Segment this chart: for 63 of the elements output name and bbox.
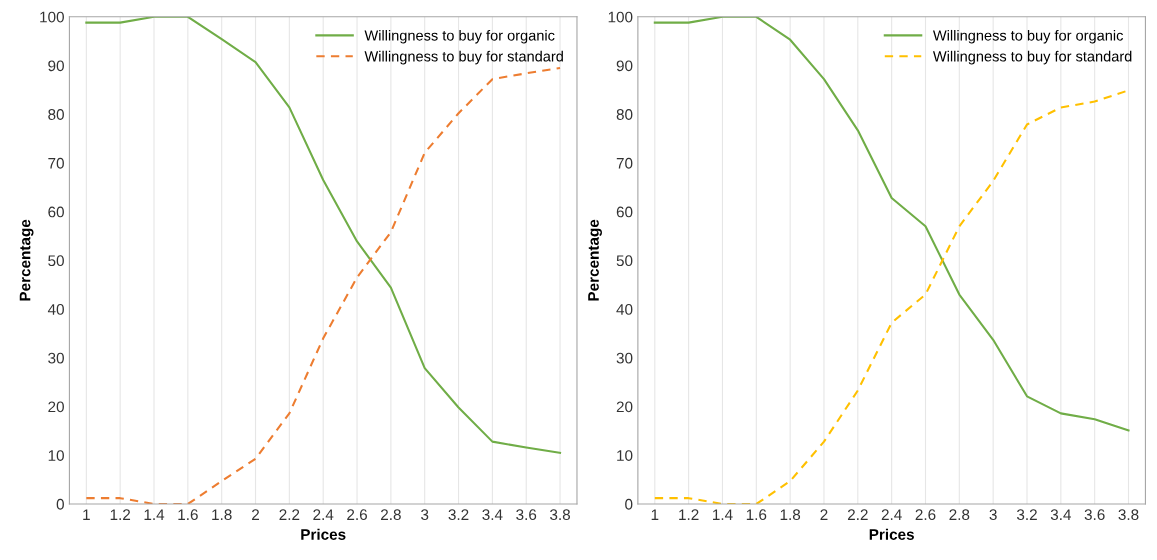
x-tick-label: 2 [252,509,259,520]
y-tick-label: 10 [48,450,64,461]
y-tick-label: 0 [56,498,64,510]
x-tick-label: 1.4 [144,509,165,520]
x-tick-label: 1.6 [178,509,198,521]
y-tick-label: 30 [48,352,64,364]
y-tick-label: 100 [608,11,633,23]
x-tick-label: 2.6 [347,509,367,521]
x-tick-label: 1.8 [780,509,801,521]
legend-label: Willingness to buy for organic [932,29,1124,44]
legend-label: Willingness to buy for organic [364,29,555,44]
x-tick-label: 2 [820,509,828,520]
x-tick-label: 1 [651,509,659,520]
y-tick-label: 0 [625,498,633,510]
y-tick-label: 80 [48,109,64,120]
x-tick-label: 2.6 [915,509,936,521]
y-tick-label: 70 [616,157,633,169]
x-tick-label: 2.8 [949,509,970,521]
x-tick-label: 2.2 [847,509,868,520]
y-tick-label: 90 [48,60,64,72]
y-tick-label: 80 [616,109,633,120]
x-tick-label: 3.6 [516,509,537,521]
x-tick-label: 2.4 [881,509,902,520]
y-tick-label: 40 [616,303,633,315]
line-series [85,16,562,454]
y-tick-label: 50 [616,255,633,267]
x-tick-label: 3 [989,509,997,521]
y-tick-label: 50 [48,255,64,267]
x-tick-label: 1.6 [746,509,767,521]
x-tick-label: 2.2 [279,509,300,520]
x-tick-label: 1.4 [713,509,733,520]
y-tick-label: 60 [616,206,633,218]
x-tick-label: 2.8 [381,509,401,521]
x-tick-label: 1.2 [679,509,699,520]
x-tick-label: 3.8 [1118,509,1139,521]
y-tick-label: 20 [48,401,64,413]
y-axis-title: Percentage [588,219,602,301]
line-series [85,66,562,504]
x-axis-title: Prices [869,528,914,540]
x-tick-label: 3.8 [550,509,571,521]
x-tick-label: 2.4 [313,509,334,520]
x-tick-label: 3.2 [448,509,469,521]
x-axis-title: Prices [301,528,346,540]
y-tick-label: 30 [616,352,633,364]
y-tick-label: 90 [616,60,633,72]
x-tick-label: 1.2 [110,509,131,520]
x-tick-label: 1.8 [212,509,232,521]
y-tick-label: 20 [616,401,633,413]
y-tick-label: 100 [40,11,64,23]
legend-label: Willingness to buy for standard [364,50,563,65]
y-tick-label: 40 [47,303,64,315]
legend-label: Willingness to buy for standard [932,50,1132,65]
line-series [653,16,1130,432]
x-tick-label: 1 [83,509,90,520]
x-tick-label: 3.4 [1050,509,1072,521]
x-tick-label: 3.6 [1084,509,1105,521]
x-tick-label: 3.2 [1016,509,1037,521]
x-tick-label: 3.4 [482,509,503,521]
y-tick-label: 60 [48,206,64,218]
y-axis-title: Percentage [19,219,34,301]
y-tick-label: 10 [617,450,633,461]
x-tick-label: 3 [421,509,429,521]
y-tick-label: 70 [48,157,64,169]
